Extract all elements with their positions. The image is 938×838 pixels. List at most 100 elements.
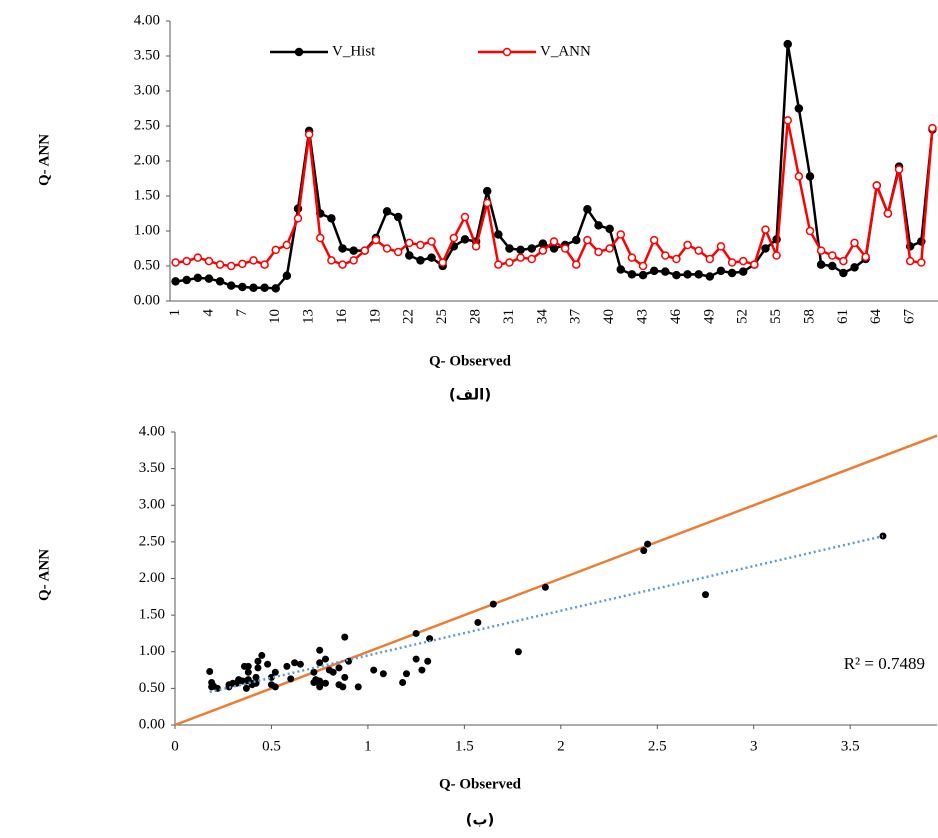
data-point xyxy=(772,251,781,260)
data-point xyxy=(327,214,336,223)
data-point xyxy=(505,244,514,253)
data-point xyxy=(516,253,525,262)
scatter-point xyxy=(244,668,252,676)
data-point xyxy=(894,165,904,174)
caption: (ب) xyxy=(466,811,495,829)
data-point xyxy=(705,272,715,281)
scatter-point xyxy=(271,683,279,691)
scatter-point xyxy=(489,600,497,608)
data-point xyxy=(605,224,614,234)
scatter-point xyxy=(399,679,407,687)
data-point xyxy=(282,240,292,250)
scatter-point xyxy=(296,660,304,668)
scatter-point xyxy=(541,583,549,591)
scatter-point xyxy=(426,635,434,643)
scatter-point xyxy=(271,668,279,676)
data-point xyxy=(338,260,347,269)
data-point xyxy=(204,274,214,283)
data-point xyxy=(638,261,648,271)
data-point xyxy=(193,253,203,262)
data-point xyxy=(694,270,703,279)
y-tick-label: 1.50 xyxy=(139,607,165,623)
data-point xyxy=(816,260,826,269)
data-point xyxy=(238,259,247,269)
y-tick-label: 0.00 xyxy=(139,716,165,732)
data-point xyxy=(805,226,815,236)
x-tick-label: 64 xyxy=(868,309,884,325)
scatter-point xyxy=(316,659,324,667)
data-point xyxy=(516,245,525,255)
data-point xyxy=(616,265,626,274)
data-point xyxy=(405,251,414,260)
x-tick-label: 7 xyxy=(234,309,250,317)
y-axis-title: Q- ANN xyxy=(36,134,52,186)
x-tick-label: 55 xyxy=(768,309,784,324)
y-tick-label: 4.00 xyxy=(139,423,165,439)
scatter-point xyxy=(354,683,362,691)
data-point xyxy=(182,275,191,285)
data-point xyxy=(538,246,548,255)
x-tick-label: 28 xyxy=(468,309,484,324)
data-point xyxy=(349,256,358,265)
data-point xyxy=(360,246,370,255)
y-tick-label: 0.50 xyxy=(134,257,160,273)
data-point xyxy=(327,256,336,265)
data-point xyxy=(427,237,436,246)
data-point xyxy=(238,282,247,292)
data-point xyxy=(282,271,292,281)
scatter-point xyxy=(252,673,260,681)
data-point xyxy=(260,283,269,292)
data-point xyxy=(683,270,692,279)
data-point xyxy=(905,256,915,266)
scatter-point xyxy=(341,633,349,641)
y-tick-label: 1.00 xyxy=(139,643,165,659)
data-point xyxy=(850,238,859,248)
data-point xyxy=(171,277,180,286)
y-tick-label: 0.50 xyxy=(139,680,165,696)
y-tick-label: 2.50 xyxy=(139,533,165,549)
x-tick-label: 52 xyxy=(735,309,751,324)
data-point xyxy=(349,246,358,255)
scatter-point xyxy=(316,646,324,654)
data-point xyxy=(605,244,614,253)
data-point xyxy=(783,116,792,125)
x-tick-label: 3.5 xyxy=(841,738,860,754)
data-point xyxy=(215,277,225,286)
data-point xyxy=(683,240,692,250)
x-tick-label: 1 xyxy=(167,309,183,317)
scatter-point xyxy=(316,677,324,685)
data-point xyxy=(839,256,848,266)
y-tick-label: 3.50 xyxy=(134,47,160,63)
data-point xyxy=(750,260,759,269)
data-point xyxy=(460,235,470,244)
x-tick-label: 10 xyxy=(267,309,283,324)
scatter-point xyxy=(412,629,420,637)
scatter-point xyxy=(514,648,522,656)
x-tick-label: 67 xyxy=(902,309,918,325)
y-axis-title: Q- ANN xyxy=(36,549,52,601)
data-point xyxy=(850,263,859,272)
data-point xyxy=(627,270,637,279)
data-point xyxy=(917,258,926,267)
scatter-point xyxy=(264,660,272,668)
x-axis-title: Q- Observed xyxy=(429,353,512,369)
x-tick-label: 13 xyxy=(301,309,317,324)
data-point xyxy=(594,247,603,257)
x-tick-label: 43 xyxy=(634,309,650,324)
scatter-point xyxy=(325,666,333,674)
data-point xyxy=(727,268,737,278)
data-point xyxy=(527,244,536,253)
legend-label: V_ANN xyxy=(540,43,591,59)
data-point xyxy=(649,235,659,245)
data-point xyxy=(661,251,670,260)
scatter-point xyxy=(206,668,214,676)
data-point xyxy=(572,260,581,269)
data-point xyxy=(549,244,559,253)
scatter-point xyxy=(644,540,652,548)
data-point xyxy=(193,273,203,283)
data-point xyxy=(304,130,314,139)
data-point xyxy=(293,214,303,223)
data-point xyxy=(794,172,804,181)
scatter-point xyxy=(310,668,318,676)
